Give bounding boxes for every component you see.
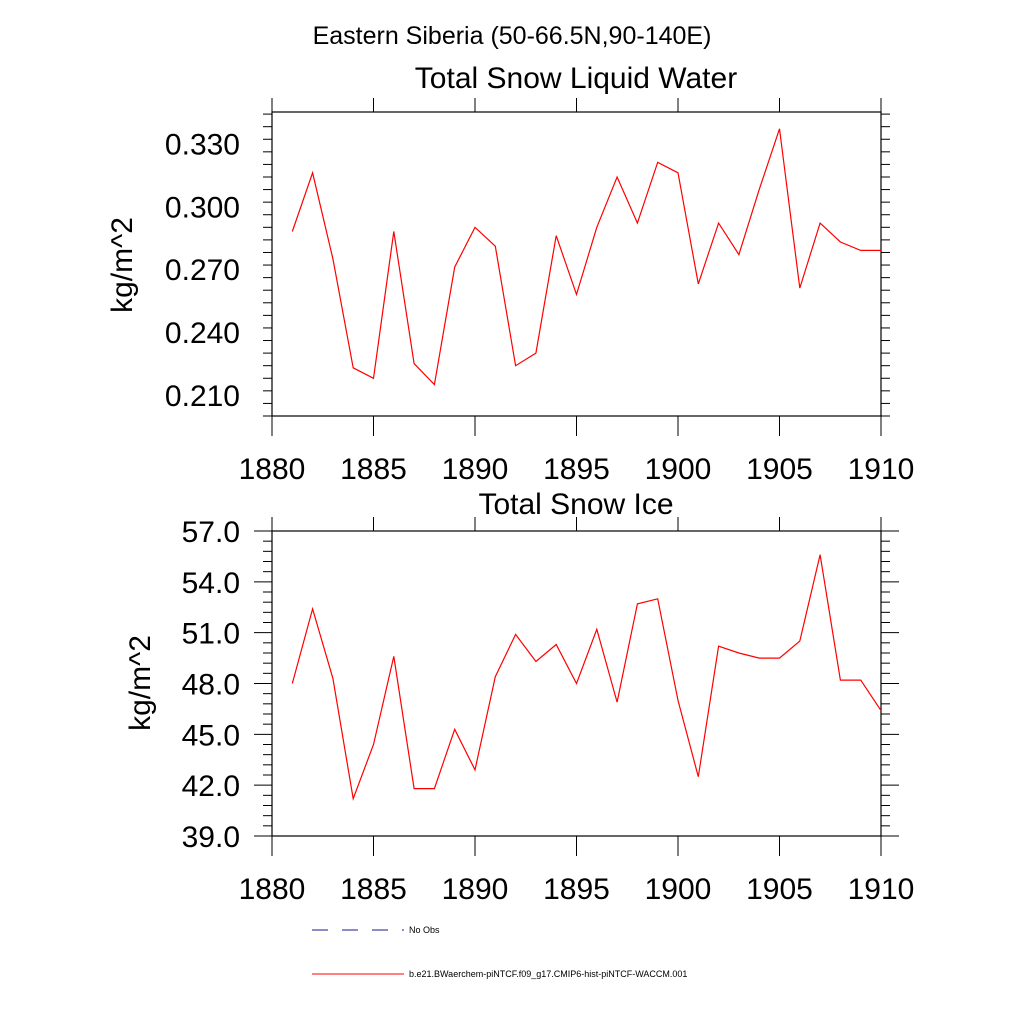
x-tick-label-bottom: 1890 — [442, 873, 509, 906]
panel-top-ylabel: kg/m^2 — [106, 217, 139, 313]
y-tick-label-bottom: 45.0 — [182, 719, 240, 752]
y-tick-label-bottom: 57.0 — [182, 516, 240, 549]
panel-top-title: Total Snow Liquid Water — [415, 62, 737, 95]
x-tick-label-bottom: 1885 — [340, 873, 407, 906]
panel-bottom-ylabel: kg/m^2 — [124, 635, 157, 731]
legend-label-model-run: b.e21.BWaerchem-piNTCF.f09_g17.CMIP6-his… — [409, 969, 687, 979]
x-tick-label-top: 1880 — [239, 453, 306, 486]
y-tick-label-top: 0.270 — [165, 254, 240, 287]
plot-area-bottom: 1880 1885 1890 1895 1900 1905 1910 39.0 42.0 45.0… — [182, 516, 915, 906]
x-tick-label-bottom: 1910 — [848, 873, 915, 906]
y-tick-label-top: 0.300 — [165, 191, 240, 224]
plot-frame-top — [271, 111, 882, 417]
x-tick-label-bottom: 1880 — [239, 873, 306, 906]
legend-item-model-run: b.e21.BWaerchem-piNTCF.f09_g17.CMIP6-his… — [312, 969, 687, 979]
y-tick-label-bottom: 51.0 — [182, 618, 240, 651]
y-tick-label-bottom: 42.0 — [182, 770, 240, 803]
legend-item-no-obs: No Obs — [312, 925, 440, 935]
x-tick-label-bottom: 1895 — [543, 873, 610, 906]
y-tick-label-top: 0.240 — [165, 317, 240, 350]
x-tick-label-top: 1890 — [442, 453, 509, 486]
y-tick-label-bottom: 48.0 — [182, 669, 240, 702]
x-tick-label-top: 1910 — [848, 453, 915, 486]
legend: No Obs b.e21.BWaerchem-piNTCF.f09_g17.CM… — [312, 925, 687, 979]
series-line-top — [291, 128, 881, 386]
y-tick-label-top: 0.210 — [165, 380, 240, 413]
x-tick-label-bottom: 1900 — [645, 873, 712, 906]
x-tick-label-top: 1895 — [543, 453, 610, 486]
x-tick-label-top: 1905 — [746, 453, 813, 486]
series-line-bottom — [291, 554, 882, 801]
y-tick-label-bottom: 39.0 — [182, 821, 240, 854]
page-title: Eastern Siberia (50-66.5N,90-140E) — [313, 22, 712, 50]
plot-area-top: 1880 1885 1890 1895 1900 1905 1910 0.210 0.240 0.… — [165, 98, 914, 486]
y-tick-label-bottom: 54.0 — [182, 567, 240, 600]
legend-label-no-obs: No Obs — [409, 925, 440, 935]
x-tick-label-top: 1900 — [645, 453, 712, 486]
panel-bottom-title: Total Snow Ice — [478, 488, 673, 521]
panel-bottom: Total Snow Ice kg/m^2 1880 1885 1890 1895 19… — [124, 488, 914, 906]
x-tick-label-top: 1885 — [340, 453, 407, 486]
y-tick-label-top: 0.330 — [165, 128, 240, 161]
x-tick-label-bottom: 1905 — [746, 873, 813, 906]
panel-top: Total Snow Liquid Water kg/m^2 1880 1885 1… — [106, 62, 914, 486]
